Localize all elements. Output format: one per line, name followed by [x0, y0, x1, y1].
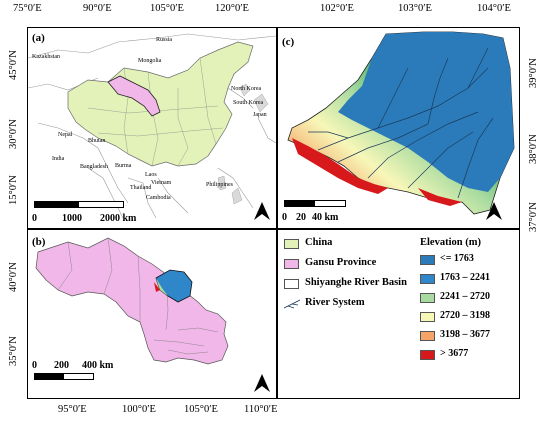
china-shape [67, 41, 254, 167]
elevation-map [287, 31, 515, 215]
elev-label-6: > 3677 [440, 348, 469, 359]
gansu-shape-small [107, 75, 161, 117]
legend-panel: China Gansu Province Shiyanghe River Bas… [277, 229, 520, 399]
country-india: India [52, 156, 65, 162]
scale-c-20: 20 [296, 212, 306, 223]
legend-label-china: China [305, 237, 333, 248]
country-russia: Russia [156, 37, 173, 43]
country-philippines: Philippines [206, 182, 234, 188]
elev-swatch-6 [420, 350, 435, 360]
river-system-lines [308, 47, 494, 199]
elev-label-3: 2241 – 2720 [440, 291, 490, 302]
elev-label-1: <= 1763 [440, 253, 474, 264]
country-thailand: Thailand [130, 185, 152, 191]
country-bangladesh: Bangladesh [80, 164, 108, 170]
top-coord-103: 103°0′E [398, 3, 432, 14]
panel-b-lat-35: 35°0′N [8, 336, 19, 366]
high-elevation-zone [292, 138, 462, 206]
country-kazakhstan: Kazakhstan [32, 54, 60, 60]
panel-c-lat-38: 38°0′N [528, 134, 539, 164]
panel-c-label: (c) [282, 36, 295, 48]
country-laos: Laos [145, 172, 157, 178]
legend-label-river: River System [305, 297, 365, 308]
elev-swatch-3 [420, 293, 435, 303]
elev-swatch-2 [420, 274, 435, 284]
panel-a-map: (a) Russia Kazakhstan Mongolia North Kor… [27, 27, 277, 229]
country-nepal: Nepal [58, 132, 73, 138]
scale-b-0: 0 [32, 360, 37, 371]
panel-a-basemap [28, 33, 276, 219]
scale-c-40: 40 km [312, 212, 339, 223]
legend-swatch-gansu [284, 259, 299, 269]
top-coord-90: 90°0′E [83, 3, 112, 14]
panel-a-lat-15: 15°0′N [8, 175, 19, 205]
bottom-coord-110: 110°0′E [244, 404, 278, 415]
bottom-coord-105: 105°0′E [184, 404, 218, 415]
elev-label-4: 2720 – 3198 [440, 310, 490, 321]
country-bhutan: Bhutan [88, 138, 106, 144]
top-coord-75: 75°0′E [13, 3, 42, 14]
panel-b-label: (b) [32, 236, 46, 248]
gansu-province-shape [35, 237, 229, 365]
elev-swatch-5 [420, 331, 435, 341]
scale-a-2000: 2000 km [100, 213, 137, 224]
legend-river-icon [284, 299, 300, 309]
north-arrow-b [254, 374, 270, 392]
legend-label-basin: Shiyanghe River Basin [305, 277, 407, 288]
panel-a-lat-30: 30°0′N [8, 119, 19, 149]
north-arrow-c [486, 202, 502, 220]
low-elevation-zone [338, 32, 514, 192]
top-coord-105: 105°0′E [150, 3, 184, 14]
scale-bar-c [284, 200, 346, 207]
elevation-title: Elevation (m) [420, 237, 481, 248]
scale-c-0: 0 [282, 212, 287, 223]
elev-label-2: 1763 – 2241 [440, 272, 490, 283]
scale-a-1000: 1000 [62, 213, 82, 224]
top-coord-102: 102°0′E [320, 3, 354, 14]
panel-a-label: (a) [32, 32, 45, 44]
panel-b-map: (b) 0 200 400 km [27, 229, 277, 399]
scale-bar-a [34, 201, 124, 208]
top-coord-120: 120°0′E [215, 3, 249, 14]
scale-a-0: 0 [32, 213, 37, 224]
elev-swatch-1 [420, 255, 435, 265]
legend-label-gansu: Gansu Province [305, 257, 377, 268]
scale-b-400: 400 km [82, 360, 114, 371]
elev-swatch-4 [420, 312, 435, 322]
elev-label-5: 3198 – 3677 [440, 329, 490, 340]
country-cambodia: Cambodia [146, 195, 171, 201]
country-burma: Burma [115, 163, 132, 169]
scale-b-200: 200 [54, 360, 69, 371]
country-north-korea: North Korea [231, 86, 262, 92]
legend-swatch-basin [284, 279, 299, 289]
country-vietnam: Vietnam [151, 180, 172, 186]
gansu-map [35, 237, 229, 365]
north-arrow-a [254, 202, 270, 220]
panel-c-lat-37: 37°0′N [528, 202, 539, 232]
country-south-korea: South Korea [233, 100, 264, 106]
panel-a-lat-45: 45°0′N [8, 50, 19, 80]
bottom-coord-100: 100°0′E [122, 404, 156, 415]
legend-swatch-china [284, 239, 299, 249]
scale-bar-b [34, 373, 94, 380]
panel-c-lat-39: 39°0′N [528, 58, 539, 88]
country-japan: Japan [253, 112, 267, 118]
panel-b-lat-40: 40°0′N [8, 262, 19, 292]
top-coord-104: 104°0′E [477, 3, 511, 14]
panel-c-map: (c) 0 20 40 km [277, 27, 520, 229]
bottom-coord-95: 95°0′E [58, 404, 87, 415]
country-mongolia: Mongolia [138, 58, 162, 64]
